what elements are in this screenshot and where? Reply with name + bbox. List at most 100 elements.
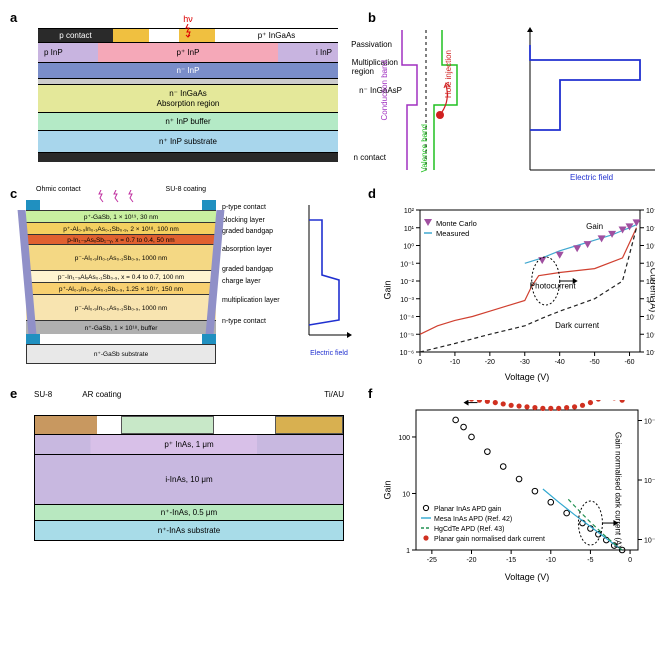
metal-tr bbox=[202, 200, 216, 210]
svg-text:-20: -20 bbox=[485, 359, 495, 366]
field-svg bbox=[520, 20, 655, 180]
chart-d-svg: 0-10-20-30-40-50-6010⁻⁶10⁻⁵10⁻⁴10⁻³10⁻²1… bbox=[382, 200, 655, 380]
panel-c-stack: Ohmic contact SU-8 coating p⁺-GaSb, 1 × … bbox=[26, 200, 216, 364]
c-side-label-6: multiplication layer bbox=[222, 287, 298, 314]
c-layer-0: p⁺-GaSb, 1 × 10¹⁹, 30 nm bbox=[26, 210, 216, 222]
svg-text:-10: -10 bbox=[450, 359, 460, 366]
su8-label: SU-8 coating bbox=[166, 186, 206, 193]
svg-text:100: 100 bbox=[398, 435, 410, 442]
c-layer-1: p⁺-Al₀.₉In₀.₁As₀.₁Sb₀.₉, 2 × 10¹⁸, 100 n… bbox=[26, 222, 216, 234]
panel-a-label: a bbox=[10, 10, 17, 25]
svg-text:1: 1 bbox=[406, 548, 410, 555]
svg-text:10⁻⁶: 10⁻⁶ bbox=[400, 350, 414, 357]
svg-text:10⁻⁸: 10⁻⁸ bbox=[646, 315, 655, 322]
n-contact-bar bbox=[38, 152, 338, 162]
panel-c: c Ohmic contact SU-8 coating p⁺-GaSb, 1 … bbox=[10, 186, 358, 380]
svg-text:Photocurrent: Photocurrent bbox=[530, 282, 577, 291]
gold-pad-left bbox=[113, 28, 149, 42]
panel-d-chart: 0-10-20-30-40-50-6010⁻⁶10⁻⁵10⁻⁴10⁻³10⁻²1… bbox=[382, 200, 655, 380]
photon-label: hν bbox=[183, 14, 193, 24]
d-ylabel-right: Current (A) bbox=[649, 268, 655, 313]
svg-text:Monte Carlo: Monte Carlo bbox=[436, 219, 477, 228]
svg-text:10⁻⁷: 10⁻⁷ bbox=[644, 419, 655, 426]
e-n-layer: n⁺-InAs, 0.5 μm bbox=[35, 504, 343, 520]
c-side-label-0: p-type contact bbox=[222, 200, 298, 214]
photon-arrows-icon bbox=[96, 190, 146, 204]
e-i-layer: i-InAs, 10 μm bbox=[35, 454, 343, 504]
ohmic-label: Ohmic contact bbox=[36, 186, 81, 193]
c-layer-3: p⁻-Al₀.₉In₀.₁As₀.₁Sb₀.₉, 1000 nm bbox=[26, 244, 216, 270]
svg-text:-10: -10 bbox=[546, 557, 556, 564]
c-side-label-4: graded bandgap bbox=[222, 263, 298, 275]
c-side-label-1: blocking layer bbox=[222, 214, 298, 226]
panel-d-label: d bbox=[368, 186, 376, 201]
f-xlabel: Voltage (V) bbox=[505, 572, 550, 582]
svg-text:Gain: Gain bbox=[586, 222, 603, 231]
svg-text:10⁻⁸: 10⁻⁸ bbox=[644, 478, 655, 485]
c-field-svg bbox=[304, 200, 354, 350]
e-tiau-label: Ti/AU bbox=[324, 390, 344, 399]
svg-text:0: 0 bbox=[628, 557, 632, 564]
c-side-labels: p-type contactblocking layergraded bandg… bbox=[222, 200, 298, 364]
photon-arrow-icon bbox=[183, 24, 193, 38]
d-ylabel-left: Gain bbox=[383, 280, 393, 299]
svg-text:-50: -50 bbox=[590, 359, 600, 366]
c-layer-5: p⁺-Al₀.₉In₀.₁As₀.₁Sb₀.₉, 1.25 × 10¹⁷, 15… bbox=[26, 282, 216, 294]
svg-text:10⁰: 10⁰ bbox=[403, 243, 414, 251]
svg-text:10⁻²: 10⁻² bbox=[646, 208, 655, 215]
field-profile: Electric field bbox=[520, 20, 655, 180]
iInP-label: i InP bbox=[316, 48, 332, 57]
pInP-row: p InP p⁺ InP i InP bbox=[38, 42, 338, 62]
svg-text:-20: -20 bbox=[466, 557, 476, 564]
buffer-layer: n⁺ InP buffer bbox=[38, 112, 338, 130]
e-su8-block bbox=[35, 416, 97, 434]
conduction-label: Conduction band bbox=[380, 60, 389, 121]
e-p-layer: p⁺ InAs, 1 μm bbox=[35, 434, 343, 454]
panel-d: d 0-10-20-30-40-50-6010⁻⁶10⁻⁵10⁻⁴10⁻³10⁻… bbox=[368, 186, 655, 380]
svg-text:10⁻¹: 10⁻¹ bbox=[400, 261, 414, 268]
c-efield-label: Electric field bbox=[304, 350, 354, 357]
pPlusInP-label: p⁺ InP bbox=[177, 48, 200, 57]
svg-text:10⁻¹⁰: 10⁻¹⁰ bbox=[646, 349, 655, 357]
svg-text:10⁻⁹: 10⁻⁹ bbox=[644, 538, 655, 545]
c-layer-6: p⁻-Al₀.₉In₀.₁As₀.₁Sb₀.₉, 1000 nm bbox=[26, 294, 216, 320]
e-sub-layer: n⁺-InAs substrate bbox=[35, 520, 343, 540]
efield-label: Electric field bbox=[570, 173, 613, 182]
svg-text:10⁻⁹: 10⁻⁹ bbox=[646, 332, 655, 339]
svg-text:-60: -60 bbox=[624, 359, 634, 366]
svg-text:-30: -30 bbox=[520, 359, 530, 366]
svg-text:-25: -25 bbox=[427, 557, 437, 564]
c-layer-4: p⁻-In₁₋ₓAlₓAs₀.₁Sb₀.₉, x = 0.4 to 0.7, 1… bbox=[26, 270, 216, 282]
e-top-row bbox=[35, 416, 343, 434]
panel-c-label: c bbox=[10, 186, 17, 201]
svg-text:Planar InAs APD gain: Planar InAs APD gain bbox=[434, 506, 501, 513]
c-substrate: n⁺-GaSb substrate bbox=[26, 344, 216, 364]
svg-text:10⁻⁵: 10⁻⁵ bbox=[400, 332, 414, 339]
figure-grid: a hν p contact p⁺ InGaAs Passivation p I… bbox=[10, 10, 645, 580]
svg-text:0: 0 bbox=[418, 359, 422, 366]
p-plus-ingaas: p⁺ InGaAs bbox=[215, 28, 338, 42]
f-ylabel-left: Gain bbox=[383, 480, 393, 499]
svg-text:Planar gain normalised dark cu: Planar gain normalised dark current bbox=[434, 536, 545, 543]
e-ar-block bbox=[121, 416, 213, 434]
e-su8-label: SU-8 bbox=[34, 390, 52, 399]
c-side-label-3: absorption layer bbox=[222, 236, 298, 263]
svg-text:10⁻³: 10⁻³ bbox=[400, 297, 414, 304]
panel-a: a hν p contact p⁺ InGaAs Passivation p I… bbox=[10, 10, 358, 180]
panel-b: b Conduction band Valence band Hole inje… bbox=[368, 10, 655, 180]
panel-e-stack: p⁺ InAs, 1 μm i-InAs, 10 μm n⁺-InAs, 0.5… bbox=[34, 415, 344, 541]
svg-text:10⁻⁴: 10⁻⁴ bbox=[400, 315, 415, 322]
absorption-layer: n⁻ InGaAsAbsorption region bbox=[38, 84, 338, 112]
p-contact: p contact bbox=[38, 28, 113, 42]
svg-text:Measured: Measured bbox=[436, 229, 469, 238]
svg-text:10¹: 10¹ bbox=[404, 226, 415, 233]
c-side-label-2: graded bandgap bbox=[222, 226, 298, 236]
gap bbox=[149, 28, 179, 42]
svg-text:-5: -5 bbox=[587, 557, 593, 564]
c-side-label-5: charge layer bbox=[222, 275, 298, 287]
svg-text:10⁻⁴: 10⁻⁴ bbox=[646, 244, 655, 251]
f-ylabel-right: Gain normalised dark current (A) bbox=[613, 432, 622, 548]
panel-c-inner: Ohmic contact SU-8 coating p⁺-GaSb, 1 × … bbox=[26, 200, 354, 364]
substrate-layer: n⁺ InP substrate bbox=[38, 130, 338, 152]
svg-text:10²: 10² bbox=[404, 208, 415, 215]
